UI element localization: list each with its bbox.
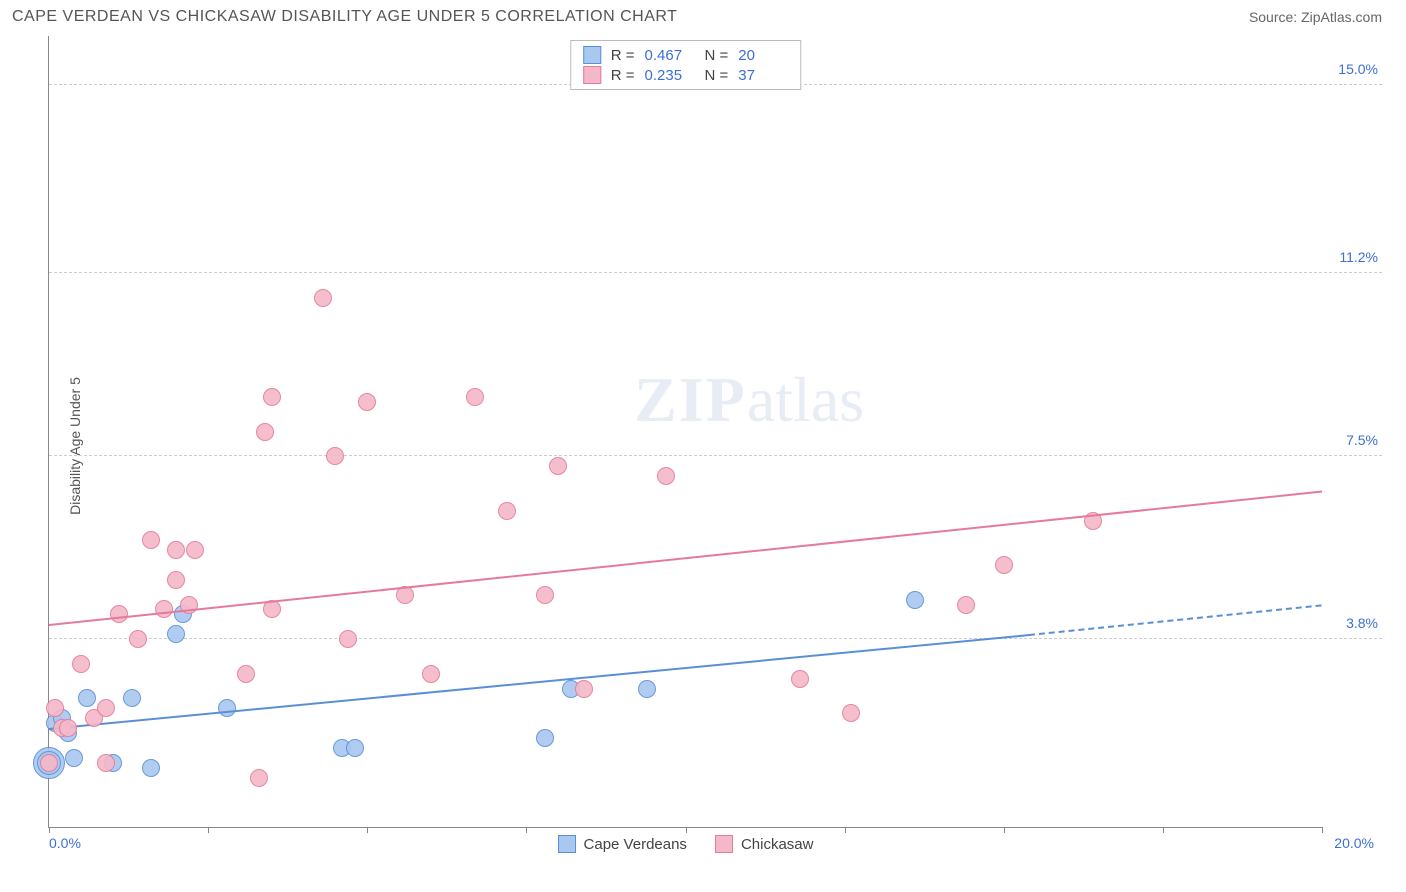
- scatter-point: [575, 680, 593, 698]
- x-tick-max: 20.0%: [1334, 835, 1374, 851]
- y-tick-label: 15.0%: [1338, 61, 1378, 77]
- stat-r-value: 0.467: [645, 47, 695, 64]
- x-tick-mark: [208, 827, 209, 833]
- scatter-point: [40, 754, 58, 772]
- scatter-point: [326, 447, 344, 465]
- stats-row: R = 0.467 N = 20: [583, 45, 789, 65]
- scatter-point: [65, 749, 83, 767]
- x-tick-min: 0.0%: [49, 835, 81, 851]
- stat-n-value: 37: [738, 67, 788, 84]
- scatter-point: [59, 719, 77, 737]
- scatter-point: [842, 704, 860, 722]
- x-tick-mark: [367, 827, 368, 833]
- x-tick-mark: [526, 827, 527, 833]
- scatter-point: [422, 665, 440, 683]
- scatter-point: [97, 699, 115, 717]
- scatter-point: [466, 388, 484, 406]
- stats-row: R = 0.235 N = 37: [583, 65, 789, 85]
- chart-title: CAPE VERDEAN VS CHICKASAW DISABILITY AGE…: [12, 8, 677, 26]
- scatter-point: [167, 541, 185, 559]
- chart-header: CAPE VERDEAN VS CHICKASAW DISABILITY AGE…: [0, 0, 1406, 30]
- scatter-point: [142, 531, 160, 549]
- scatter-point: [536, 729, 554, 747]
- legend-swatch: [558, 835, 576, 853]
- scatter-point: [155, 600, 173, 618]
- y-tick-label: 3.8%: [1346, 615, 1378, 631]
- scatter-point: [657, 467, 675, 485]
- trend-line: [49, 491, 1322, 626]
- y-tick-label: 11.2%: [1339, 249, 1378, 265]
- gridline: [49, 272, 1382, 273]
- x-tick-mark: [1163, 827, 1164, 833]
- scatter-point: [72, 655, 90, 673]
- stat-r-label: R =: [611, 67, 635, 84]
- scatter-point: [957, 596, 975, 614]
- stat-n-label: N =: [705, 67, 729, 84]
- scatter-point: [218, 699, 236, 717]
- trend-line-extension: [1029, 605, 1322, 637]
- x-tick-mark: [49, 827, 50, 833]
- scatter-point: [358, 393, 376, 411]
- scatter-point: [250, 769, 268, 787]
- scatter-point: [46, 699, 64, 717]
- scatter-point: [791, 670, 809, 688]
- trend-line: [49, 634, 1029, 730]
- scatter-point: [346, 739, 364, 757]
- scatter-point: [97, 754, 115, 772]
- x-tick-mark: [845, 827, 846, 833]
- stat-r-label: R =: [611, 47, 635, 64]
- scatter-point: [78, 689, 96, 707]
- y-tick-label: 7.5%: [1346, 432, 1378, 448]
- scatter-point: [256, 423, 274, 441]
- scatter-point: [995, 556, 1013, 574]
- chart-source: Source: ZipAtlas.com: [1249, 9, 1382, 25]
- scatter-point: [110, 605, 128, 623]
- chart-area: Disability Age Under 5 ZIPatlas R =0.467…: [12, 36, 1382, 856]
- scatter-point: [167, 625, 185, 643]
- legend-label: Chickasaw: [741, 836, 814, 853]
- x-tick-mark: [686, 827, 687, 833]
- scatter-point: [536, 586, 554, 604]
- stats-legend-box: R = 0.467 N = 20 R = 0.235 N = 37: [570, 40, 802, 90]
- gridline: [49, 638, 1382, 639]
- scatter-point: [237, 665, 255, 683]
- scatter-point: [167, 571, 185, 589]
- scatter-point: [638, 680, 656, 698]
- scatter-point: [129, 630, 147, 648]
- gridline: [49, 455, 1382, 456]
- scatter-point: [498, 502, 516, 520]
- scatter-point: [339, 630, 357, 648]
- scatter-point: [314, 289, 332, 307]
- stat-r-value: 0.235: [645, 67, 695, 84]
- plot-region: ZIPatlas R =0.467N =20R =0.235N =37 Cape…: [48, 36, 1322, 828]
- x-tick-mark: [1322, 827, 1323, 833]
- scatter-point: [186, 541, 204, 559]
- watermark: ZIPatlas: [634, 363, 864, 437]
- x-tick-mark: [1004, 827, 1005, 833]
- series-swatch: [583, 46, 601, 64]
- series-swatch: [583, 66, 601, 84]
- legend-item: Chickasaw: [715, 835, 814, 853]
- scatter-point: [906, 591, 924, 609]
- scatter-point: [549, 457, 567, 475]
- legend-label: Cape Verdeans: [584, 836, 687, 853]
- stat-n-label: N =: [705, 47, 729, 64]
- series-legend: Cape Verdeans Chickasaw: [558, 835, 814, 853]
- legend-swatch: [715, 835, 733, 853]
- stat-n-value: 20: [738, 47, 788, 64]
- scatter-point: [123, 689, 141, 707]
- legend-item: Cape Verdeans: [558, 835, 687, 853]
- scatter-point: [142, 759, 160, 777]
- scatter-point: [263, 388, 281, 406]
